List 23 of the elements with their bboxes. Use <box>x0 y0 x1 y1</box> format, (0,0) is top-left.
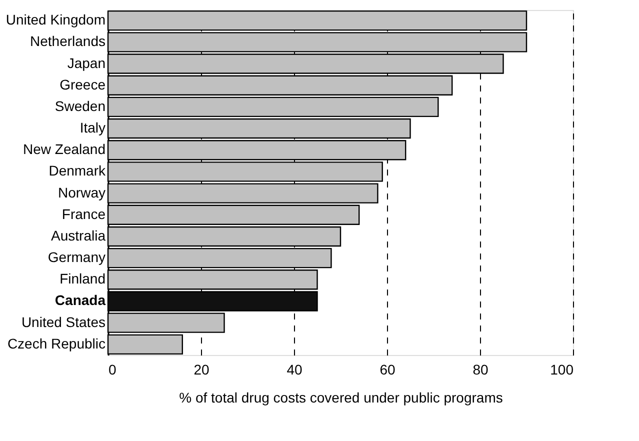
x-tick-label: 40 <box>286 362 302 378</box>
y-tick-label: Netherlands <box>30 33 106 50</box>
y-tick-label: United States <box>21 314 106 330</box>
y-tick-label: New Zealand <box>23 141 106 158</box>
y-tick-label: Finland <box>60 270 106 287</box>
y-tick-label: Italy <box>80 120 106 136</box>
y-tick-label: Canada <box>54 292 106 308</box>
x-tick-label: 60 <box>380 362 396 378</box>
y-tick-label: Japan <box>67 54 106 71</box>
y-tick-label: United Kingdom <box>6 12 106 28</box>
y-tick-label: Germany <box>48 249 106 266</box>
x-tick-label: 100 <box>550 362 574 378</box>
y-tick-label: France <box>62 206 106 222</box>
y-tick-label: Australia <box>51 227 106 244</box>
x-axis-title: % of total drug costs covered under public programs <box>179 390 503 406</box>
y-tick-label: Czech Republic <box>7 335 106 352</box>
y-tick-label: Greece <box>60 76 106 92</box>
y-tick-label: Sweden <box>54 98 106 114</box>
x-tick-label: 0 <box>108 362 116 378</box>
y-tick-label: Norway <box>58 184 106 200</box>
y-tick-label: Denmark <box>48 162 106 179</box>
x-tick-label: 20 <box>194 362 210 378</box>
x-tick-label: 80 <box>472 362 488 378</box>
